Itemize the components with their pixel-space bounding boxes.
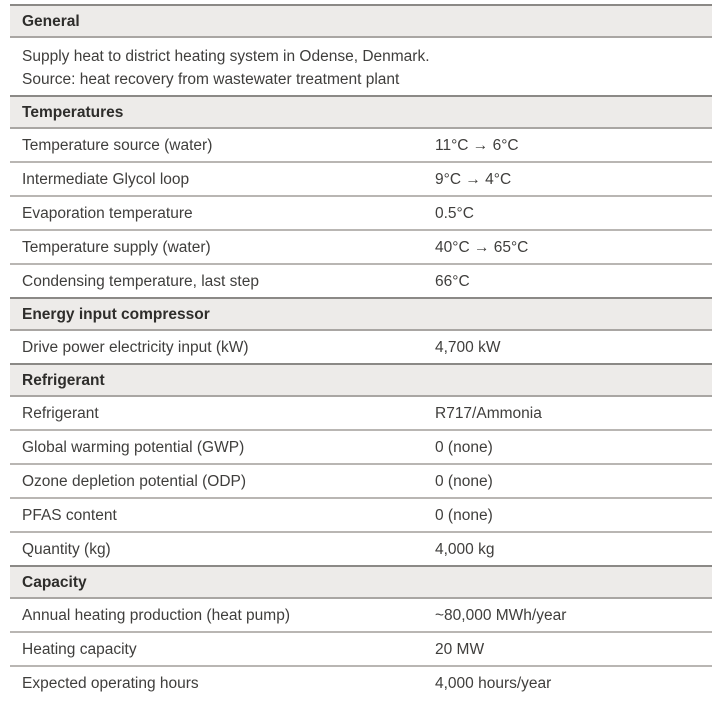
table-row: Global warming potential (GWP) 0 (none)	[10, 431, 712, 465]
table-row: Refrigerant R717/Ammonia	[10, 397, 712, 431]
table-row: Intermediate Glycol loop 9°C → 4°C	[10, 163, 712, 197]
row-value: 0 (none)	[435, 439, 493, 456]
table-row: Condensing temperature, last step 66°C	[10, 265, 712, 297]
row-label: Annual heating production (heat pump)	[22, 607, 290, 624]
row-label: Temperature supply (water)	[22, 239, 211, 256]
row-value: 0 (none)	[435, 473, 493, 490]
row-value: 66°C	[435, 273, 470, 290]
section-title: Energy input compressor	[22, 306, 210, 323]
description-line: Source: heat recovery from wastewater tr…	[22, 71, 400, 88]
row-label: Expected operating hours	[22, 675, 199, 692]
section-header-capacity: Capacity	[10, 565, 712, 599]
section-capacity: Capacity Annual heating production (heat…	[10, 565, 712, 699]
section-header-refrigerant: Refrigerant	[10, 363, 712, 397]
section-refrigerant: Refrigerant Refrigerant R717/Ammonia Glo…	[10, 363, 712, 565]
row-label: Intermediate Glycol loop	[22, 171, 190, 188]
row-label: Condensing temperature, last step	[22, 273, 259, 290]
row-value: 11°C → 6°C	[435, 137, 519, 154]
section-description: Supply heat to district heating system i…	[10, 38, 712, 95]
section-title: General	[22, 13, 80, 30]
table-row: PFAS content 0 (none)	[10, 499, 712, 533]
section-header-energy-input-compressor: Energy input compressor	[10, 297, 712, 331]
table-row: Quantity (kg) 4,000 kg	[10, 533, 712, 565]
section-title: Capacity	[22, 574, 87, 591]
row-value: R717/Ammonia	[435, 405, 542, 422]
row-value: ~80,000 MWh/year	[435, 607, 567, 624]
table-row: Expected operating hours 4,000 hours/yea…	[10, 667, 712, 699]
row-label: Quantity (kg)	[22, 541, 111, 558]
section-title: Temperatures	[22, 104, 124, 121]
section-general: General Supply heat to district heating …	[10, 4, 712, 95]
row-value: 9°C → 4°C	[435, 171, 512, 188]
section-header-temperatures: Temperatures	[10, 95, 712, 129]
section-header-general: General	[10, 4, 712, 38]
row-value: 0 (none)	[435, 507, 493, 524]
table-row: Annual heating production (heat pump) ~8…	[10, 599, 712, 633]
table-row: Temperature supply (water) 40°C → 65°C	[10, 231, 712, 265]
description-line: Supply heat to district heating system i…	[22, 48, 430, 65]
table-row: Evaporation temperature 0.5°C	[10, 197, 712, 231]
row-value: 0.5°C	[435, 205, 474, 222]
row-label: Heating capacity	[22, 641, 137, 658]
table-row: Heating capacity 20 MW	[10, 633, 712, 667]
section-title: Refrigerant	[22, 372, 105, 389]
row-label: Evaporation temperature	[22, 205, 193, 222]
row-label: Drive power electricity input (kW)	[22, 339, 249, 356]
row-label: PFAS content	[22, 507, 117, 524]
row-label: Ozone depletion potential (ODP)	[22, 473, 247, 490]
section-energy-input-compressor: Energy input compressor Drive power elec…	[10, 297, 712, 363]
row-label: Global warming potential (GWP)	[22, 439, 245, 456]
row-value: 4,700 kW	[435, 339, 501, 356]
row-value: 4,000 kg	[435, 541, 495, 558]
row-value: 20 MW	[435, 641, 485, 658]
table-row: Ozone depletion potential (ODP) 0 (none)	[10, 465, 712, 499]
table-row: Drive power electricity input (kW) 4,700…	[10, 331, 712, 363]
row-label: Temperature source (water)	[22, 137, 213, 154]
specification-table: General Supply heat to district heating …	[10, 4, 712, 699]
row-label: Refrigerant	[22, 405, 99, 422]
section-temperatures: Temperatures Temperature source (water) …	[10, 95, 712, 297]
row-value: 4,000 hours/year	[435, 675, 552, 692]
row-value: 40°C → 65°C	[435, 239, 529, 256]
table-row: Temperature source (water) 11°C → 6°C	[10, 129, 712, 163]
